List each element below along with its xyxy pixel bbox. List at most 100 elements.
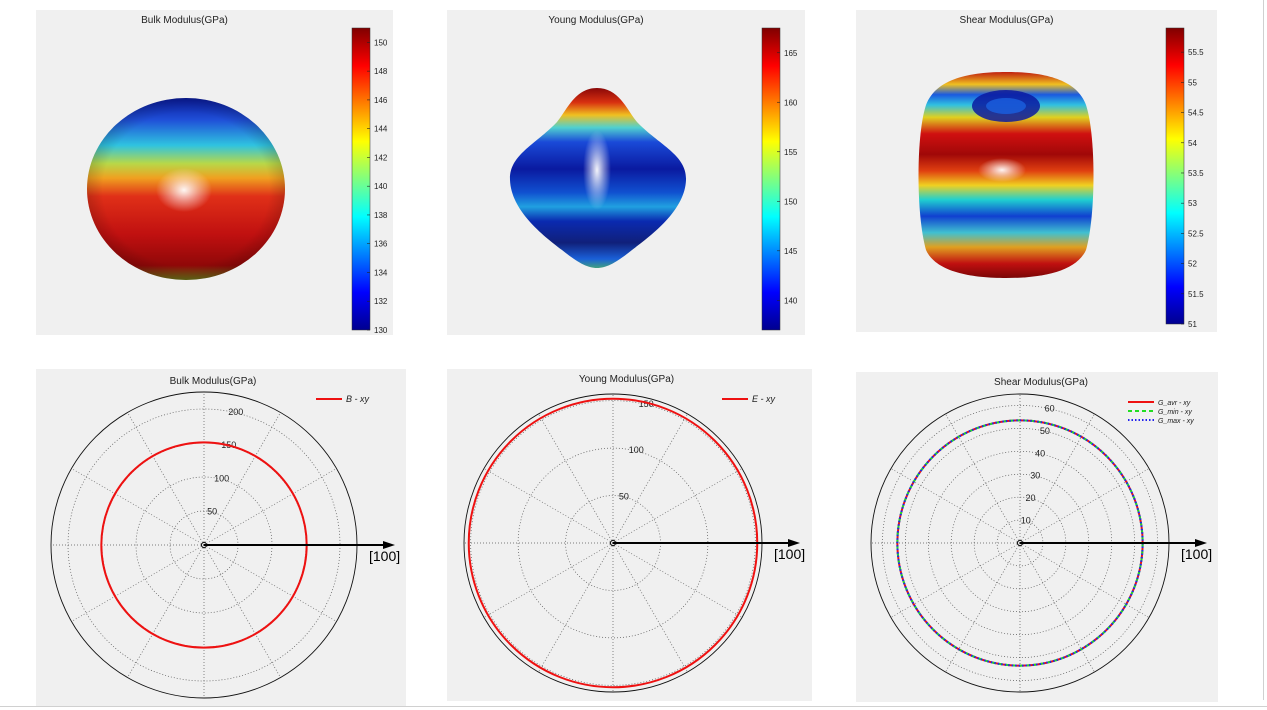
polar-grid-spoke [890, 468, 1021, 544]
polar-grid-spoke [612, 542, 743, 618]
polar-rtick-label: 40 [1035, 448, 1045, 458]
shear-surface-highlight [978, 158, 1026, 182]
polar-grid-spoke [945, 542, 1021, 673]
direction-label: [100] [774, 546, 805, 562]
polar-grid-spoke [1019, 542, 1095, 673]
polar-rtick-label: 60 [1045, 403, 1055, 413]
colorbar-tick-label: 132 [374, 297, 388, 306]
legend-entry: G_min - xy [1158, 409, 1192, 416]
polar-grid-spoke [945, 413, 1021, 544]
shear-3d-panel: Shear Modulus(GPa) 51 51.5 52 52.5 53 53.5 54 5… [856, 10, 1217, 332]
colorbar-tick-label: 130 [374, 326, 388, 335]
colorbar-tick-label: 51 [1188, 320, 1197, 329]
polar-rtick-label: 30 [1030, 471, 1040, 481]
shear-polar-title: Shear Modulus(GPa) [994, 377, 1088, 388]
bulk-3d-plot: 130 132 134 136 138 140 142 144 146 148 150 [87, 27, 388, 335]
young-polar-panel: Young Modulus(GPa) 50 100 150 [100] E - xy [447, 369, 812, 701]
direction-label: [100] [1181, 546, 1212, 562]
polar-grid-spoke [1019, 542, 1150, 618]
young-3d-title: Young Modulus(GPa) [548, 15, 644, 26]
polar-rtick-label: 50 [207, 507, 217, 517]
direction-arrow-head [1195, 539, 1207, 547]
colorbar-tick-label: 53 [1188, 199, 1197, 208]
colorbar-tick-label: 165 [784, 49, 798, 58]
bulk-surface-highlight [156, 168, 212, 212]
polar-grid-spoke [203, 544, 281, 678]
bulk-colorbar [351, 27, 371, 331]
colorbar-tick-label: 145 [784, 247, 798, 256]
polar-rtick-label: 50 [1040, 426, 1050, 436]
colorbar-tick-label: 148 [374, 67, 388, 76]
polar-grid-spoke [612, 468, 743, 544]
shear-3d-title: Shear Modulus(GPa) [959, 15, 1054, 26]
shear-colorbar [1165, 27, 1185, 325]
direction-arrow-head [383, 541, 395, 549]
bulk-3d-title: Bulk Modulus(GPa) [141, 15, 228, 26]
young-polar-plot: 50 100 150 [100] E - xy [463, 393, 805, 693]
colorbar-tick-label: 136 [374, 240, 388, 249]
shear-polar-plot: 10 20 30 40 50 60 [100] G_avr - xy G_min - xy G_m… [870, 393, 1212, 693]
bulk-polar-panel: Bulk Modulus(GPa) 50 100 150 200 [100] B - xy [36, 369, 406, 706]
shear-3d-plot: 51 51.5 52 52.5 53 53.5 54 54.5 55 55.5 [918, 27, 1204, 329]
bulk-3d-panel: Bulk Modulus(GPa) 130 132 134 136 138 140 142 1… [36, 10, 393, 335]
polar-grid-spoke [890, 542, 1021, 618]
colorbar-tick-label: 138 [374, 211, 388, 220]
polar-grid-spoke [71, 468, 205, 546]
colorbar-tick-label: 150 [374, 38, 388, 47]
polar-rtick-label: 50 [619, 492, 629, 502]
polar-grid-spoke [483, 542, 614, 618]
polar-grid-spoke [1019, 413, 1095, 544]
colorbar-tick-label: 142 [374, 153, 388, 162]
colorbar-tick-label: 150 [784, 197, 798, 206]
colorbar-tick-label: 55 [1188, 78, 1197, 87]
colorbar-tick-label: 53.5 [1188, 169, 1204, 178]
colorbar-tick-label: 140 [374, 182, 388, 191]
polar-rtick-label: 20 [1026, 493, 1036, 503]
direction-label: [100] [369, 548, 400, 564]
polar-grid-spoke [1019, 468, 1150, 544]
young-surface-highlight [583, 130, 611, 210]
direction-arrow-head [788, 539, 800, 547]
bulk-polar-title: Bulk Modulus(GPa) [169, 376, 257, 387]
polar-grid-spoke [203, 544, 337, 622]
polar-grid-spoke [538, 413, 614, 544]
colorbar-tick-label: 54 [1188, 139, 1197, 148]
polar-origin-marker [610, 540, 616, 546]
young-polar-title: Young Modulus(GPa) [578, 374, 675, 385]
colorbar-tick-label: 134 [374, 268, 388, 277]
polar-grid-spoke [612, 413, 688, 544]
polar-rtick-label: 10 [1021, 516, 1031, 526]
polar-origin-marker [1017, 540, 1023, 546]
legend-entry: E - xy [752, 394, 776, 404]
polar-rtick-label: 200 [228, 407, 243, 417]
colorbar-tick-label: 52.5 [1188, 229, 1204, 238]
colorbar-tick-label: 146 [374, 96, 388, 105]
polar-grid-spoke [612, 542, 688, 673]
polar-grid-spoke [127, 544, 205, 678]
colorbar-tick-label: 160 [784, 98, 798, 107]
young-3d-plot: 140 145 150 155 160 165 [509, 27, 798, 331]
shear-surface-top-center [986, 98, 1026, 114]
colorbar-tick-label: 55.5 [1188, 48, 1204, 57]
colorbar-tick-label: 52 [1188, 260, 1197, 269]
polar-grid-spoke [538, 542, 614, 673]
polar-grid-spoke [127, 412, 205, 546]
window-right-edge [1263, 0, 1264, 700]
colorbar-tick-label: 54.5 [1188, 109, 1204, 118]
colorbar-tick-label: 140 [784, 296, 798, 305]
young-colorbar [761, 27, 781, 331]
legend-entry: G_max - xy [1158, 418, 1194, 425]
young-3d-panel: Young Modulus(GPa) 140 145 150 155 160 165 [447, 10, 805, 335]
polar-rtick-label: 100 [214, 473, 229, 483]
colorbar-tick-label: 51.5 [1188, 290, 1204, 299]
polar-origin-marker [201, 542, 207, 548]
polar-rtick-label: 100 [629, 445, 644, 455]
legend-entry: G_avr - xy [1158, 400, 1191, 407]
legend-entry: B - xy [346, 394, 370, 404]
colorbar-tick-label: 144 [374, 125, 388, 134]
shear-polar-panel: Shear Modulus(GPa) 10 20 30 40 50 60 [100] G_av… [856, 372, 1218, 702]
window-bottom-edge [0, 706, 1267, 707]
polar-grid-spoke [483, 468, 614, 544]
colorbar-tick-label: 155 [784, 148, 798, 157]
